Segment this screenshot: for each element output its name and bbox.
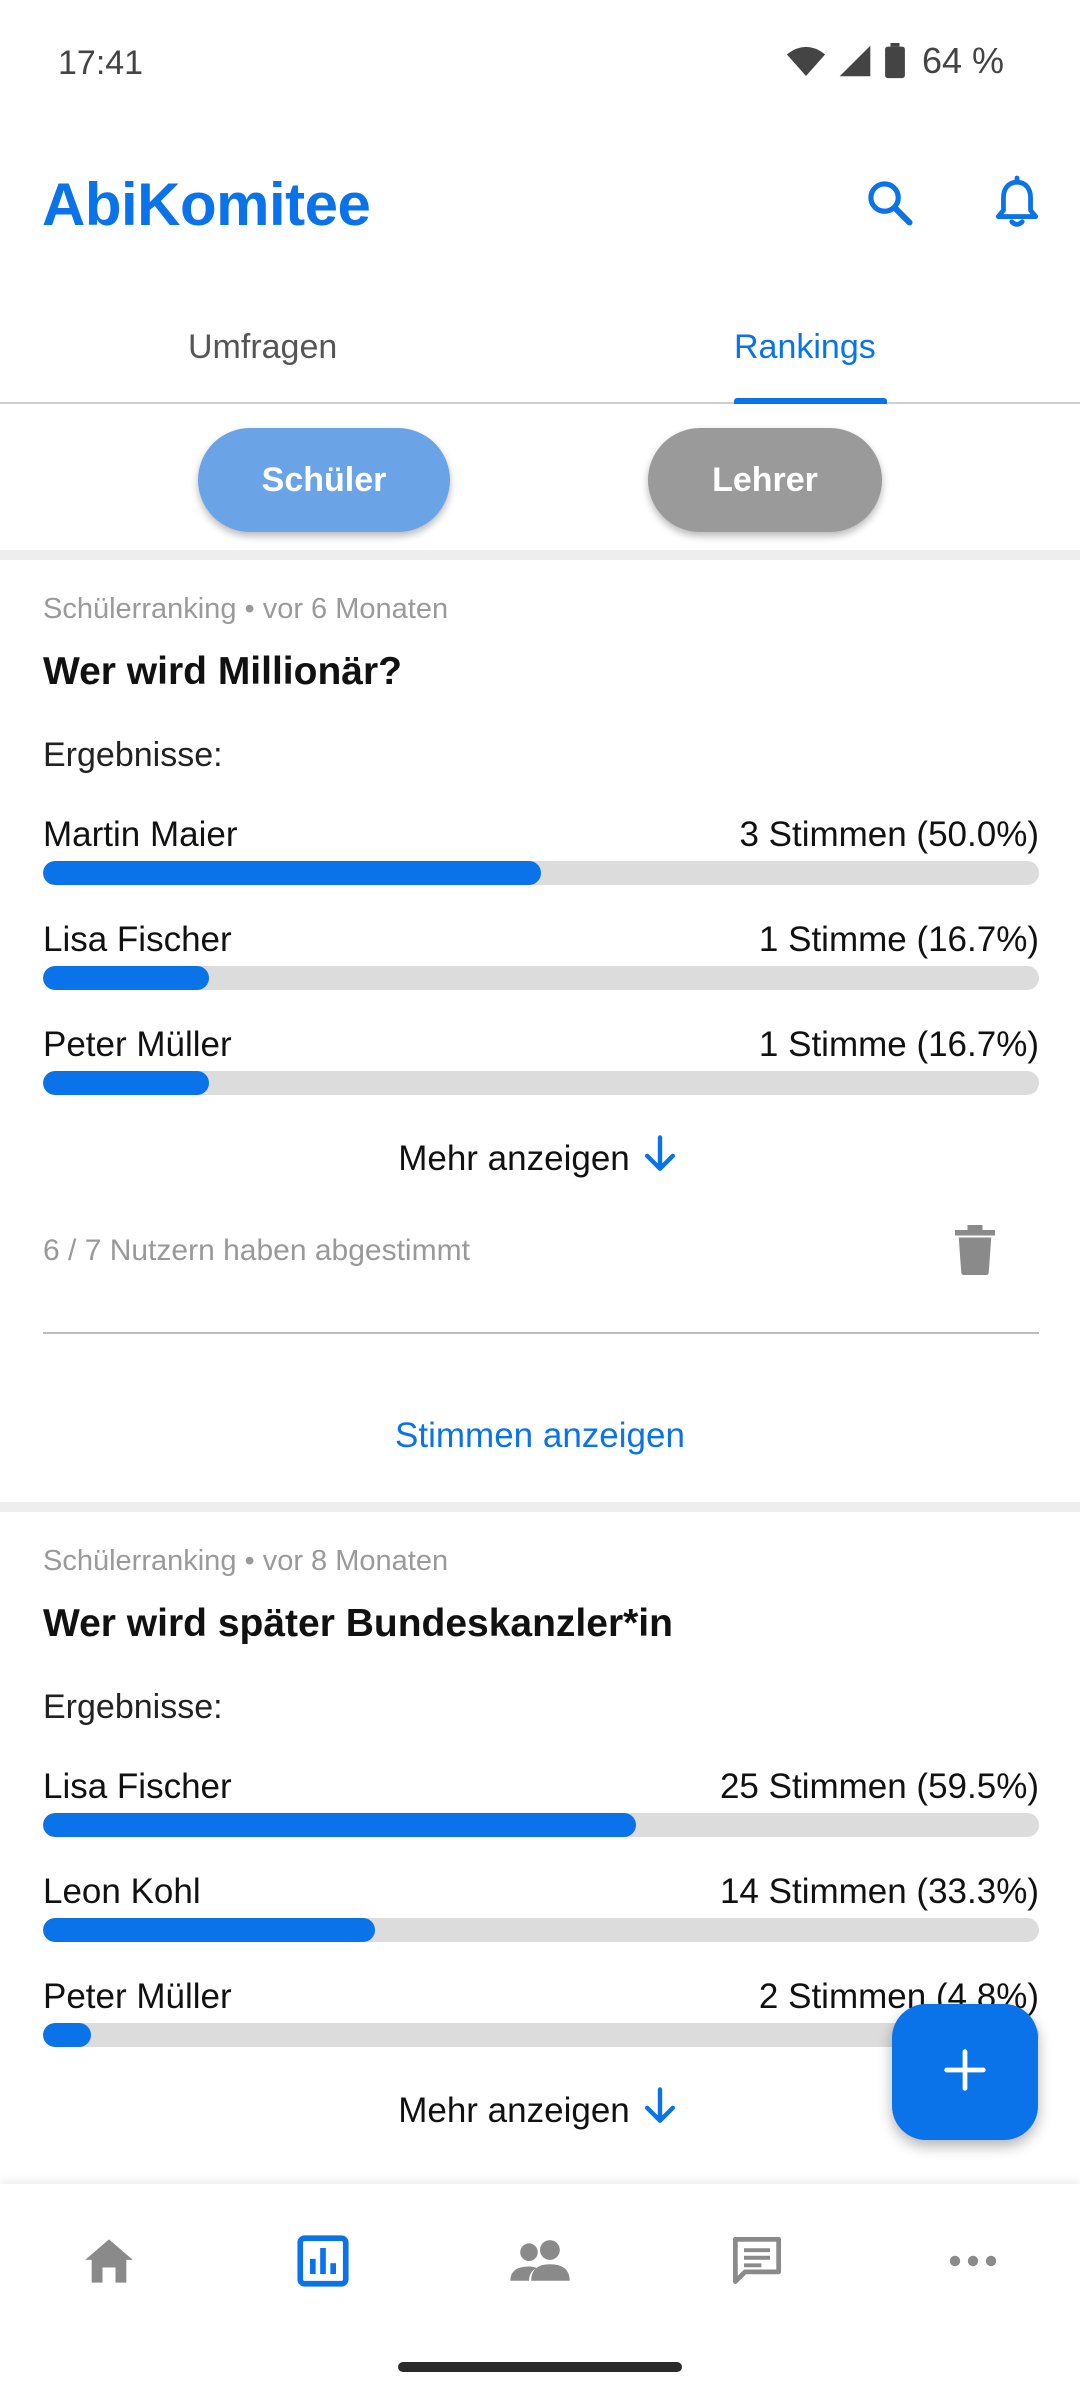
result-row: Peter Müller 1 Stimme (16.7%) — [43, 1025, 1039, 1105]
bell-icon — [992, 175, 1042, 236]
candidate-name: Lisa Fischer — [43, 1767, 232, 1806]
nav-home[interactable] — [74, 2228, 144, 2298]
nav-messages[interactable] — [722, 2228, 792, 2298]
result-row: Lisa Fischer 25 Stimmen (59.5%) — [43, 1767, 1039, 1847]
status-bar: 17:41 64 % — [0, 0, 1080, 130]
plus-icon — [943, 2048, 987, 2097]
ranking-title: Wer wird später Bundeskanzler*in — [43, 1602, 673, 1645]
show-more-button[interactable]: Mehr anzeigen — [0, 2084, 1080, 2137]
notifications-button[interactable] — [982, 170, 1052, 240]
wifi-icon — [786, 44, 826, 78]
show-more-label: Mehr anzeigen — [398, 1138, 630, 1178]
bottom-navigation — [0, 2184, 1080, 2400]
status-icons: 64 % — [786, 40, 1004, 82]
candidate-name: Martin Maier — [43, 815, 238, 854]
search-icon — [864, 177, 916, 234]
nav-more[interactable] — [938, 2228, 1008, 2298]
result-row: Leon Kohl 14 Stimmen (33.3%) — [43, 1872, 1039, 1952]
results-label: Ergebnisse: — [43, 736, 223, 774]
result-bar-fill — [43, 1071, 210, 1095]
ranking-card: Schülerranking • vor 8 Monaten Wer wird … — [0, 1512, 1080, 2184]
ranking-card: Schülerranking • vor 6 Monaten Wer wird … — [0, 560, 1080, 1502]
candidate-name: Leon Kohl — [43, 1872, 201, 1911]
result-row: Lisa Fischer 1 Stimme (16.7%) — [43, 920, 1039, 1000]
results-label: Ergebnisse: — [43, 1688, 223, 1726]
voted-info: 6 / 7 Nutzern haben abgestimmt — [43, 1234, 470, 1267]
home-icon — [83, 2236, 135, 2291]
search-button[interactable] — [855, 170, 925, 240]
tab-indicator — [734, 398, 887, 404]
battery-percent: 64 % — [921, 40, 1004, 81]
candidate-name: Lisa Fischer — [43, 920, 232, 959]
result-bar — [43, 1813, 1039, 1837]
chat-icon — [731, 2235, 783, 2292]
result-bar — [43, 1918, 1039, 1942]
app-bar: AbiKomitee — [0, 150, 1080, 260]
result-row: Peter Müller 2 Stimmen (4.8%) — [43, 1977, 1039, 2057]
result-bar-fill — [43, 2023, 91, 2047]
delete-button[interactable] — [950, 1224, 1000, 1280]
show-more-button[interactable]: Mehr anzeigen — [0, 1132, 1080, 1185]
result-bar-fill — [43, 861, 541, 885]
people-icon — [509, 2239, 571, 2288]
section-divider — [0, 1502, 1080, 1512]
result-bar — [43, 966, 1039, 990]
signal-icon — [838, 44, 872, 78]
tab-bar: Umfragen Rankings — [0, 290, 1080, 404]
chart-icon — [297, 2234, 349, 2292]
schueler-button[interactable]: Schüler — [198, 428, 450, 532]
candidate-name: Peter Müller — [43, 1025, 232, 1064]
add-ranking-button[interactable] — [892, 2004, 1038, 2140]
ranking-title: Wer wird Millionär? — [43, 650, 402, 693]
result-bar — [43, 861, 1039, 885]
result-bar-fill — [43, 966, 210, 990]
result-row: Martin Maier 3 Stimmen (50.0%) — [43, 815, 1039, 895]
home-indicator — [398, 2362, 682, 2372]
battery-icon — [884, 43, 906, 79]
show-more-label: Mehr anzeigen — [398, 2090, 630, 2130]
app-title: AbiKomitee — [42, 171, 371, 238]
arrow-down-icon — [638, 1132, 682, 1185]
ranking-meta: Schülerranking • vor 8 Monaten — [43, 1545, 449, 1577]
ranking-meta: Schülerranking • vor 6 Monaten — [43, 593, 449, 625]
trash-icon — [955, 1224, 995, 1280]
result-bar-fill — [43, 1918, 375, 1942]
result-bar — [43, 2023, 1039, 2047]
show-votes-button[interactable]: Stimmen anzeigen — [395, 1416, 685, 1455]
tab-umfragen[interactable]: Umfragen — [188, 327, 338, 366]
tab-rankings[interactable]: Rankings — [734, 327, 876, 366]
vote-count: 3 Stimmen (50.0%) — [739, 815, 1039, 854]
card-separator — [43, 1332, 1039, 1334]
result-bar-fill — [43, 1813, 636, 1837]
candidate-name: Peter Müller — [43, 1977, 232, 2016]
status-time: 17:41 — [58, 44, 144, 82]
result-bar — [43, 1071, 1039, 1095]
lehrer-button[interactable]: Lehrer — [648, 428, 882, 532]
vote-count: 1 Stimme (16.7%) — [758, 1025, 1039, 1064]
more-horiz-icon — [949, 2254, 997, 2273]
vote-count: 25 Stimmen (59.5%) — [719, 1767, 1039, 1806]
section-divider — [0, 550, 1080, 560]
arrow-down-icon — [638, 2084, 682, 2137]
nav-people[interactable] — [505, 2228, 575, 2298]
ranking-type-toggle: Schüler Lehrer — [0, 404, 1080, 552]
vote-count: 14 Stimmen (33.3%) — [719, 1872, 1039, 1911]
nav-rankings[interactable] — [288, 2228, 358, 2298]
vote-count: 1 Stimme (16.7%) — [758, 920, 1039, 959]
